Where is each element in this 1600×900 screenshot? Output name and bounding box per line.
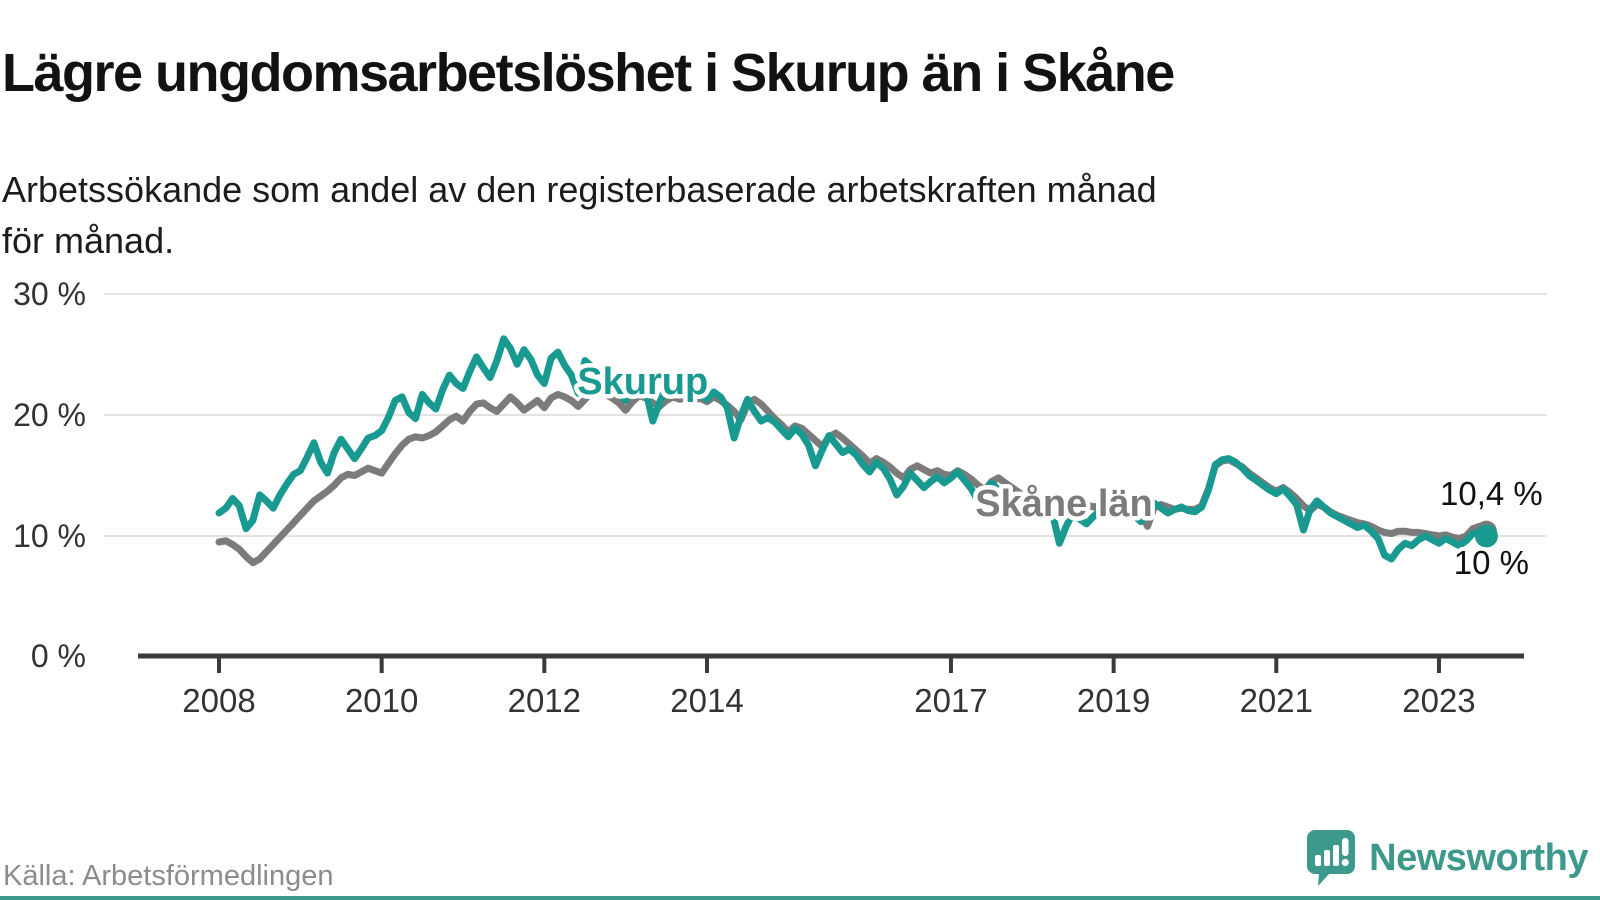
gridlines bbox=[104, 293, 1547, 537]
x-tick-label-2014: 2014 bbox=[670, 682, 743, 719]
series-line-skurup bbox=[215, 335, 1490, 563]
end-value-label-skurup: 10 % bbox=[1454, 544, 1529, 581]
y-tick-label-10: 10 % bbox=[13, 518, 86, 554]
x-tick-label-2023: 2023 bbox=[1402, 682, 1475, 719]
x-tick-label-2021: 2021 bbox=[1240, 682, 1313, 719]
x-axis: 2008 2010 2012 2014 2017 2019 2021 2023 bbox=[138, 653, 1524, 719]
y-tick-label-20: 20 % bbox=[13, 397, 86, 433]
y-tick-label-30: 30 % bbox=[13, 276, 86, 312]
series-end-dot-skurup bbox=[1474, 524, 1498, 548]
bottom-border bbox=[0, 896, 1600, 900]
x-tick-label-2008: 2008 bbox=[182, 682, 255, 719]
page-title: Lägre ungdomsarbetslöshet i Skurup än i … bbox=[2, 43, 1175, 104]
newsworthy-logo: Newsworthy bbox=[1305, 828, 1588, 888]
y-axis: 30 % 20 % 10 % 0 % bbox=[13, 276, 86, 674]
subtitle: Arbetssökande som andel av den registerb… bbox=[2, 169, 1157, 262]
x-tick-label-2017: 2017 bbox=[914, 682, 987, 719]
y-tick-label-0: 0 % bbox=[31, 638, 86, 674]
speech-bubble-chart-icon bbox=[1307, 830, 1356, 886]
x-tick-label-2019: 2019 bbox=[1077, 682, 1150, 719]
x-tick-label-2010: 2010 bbox=[345, 682, 418, 719]
x-tick-label-2012: 2012 bbox=[508, 682, 581, 719]
end-value-label-skane-lan: 10,4 % bbox=[1440, 475, 1543, 512]
brand-name: Newsworthy bbox=[1369, 836, 1588, 879]
series-label-skurup: Skurup bbox=[577, 361, 708, 403]
series-label-skane-lan: Skåne län bbox=[975, 483, 1152, 525]
source-note: Källa: Arbetsförmedlingen bbox=[3, 860, 334, 892]
